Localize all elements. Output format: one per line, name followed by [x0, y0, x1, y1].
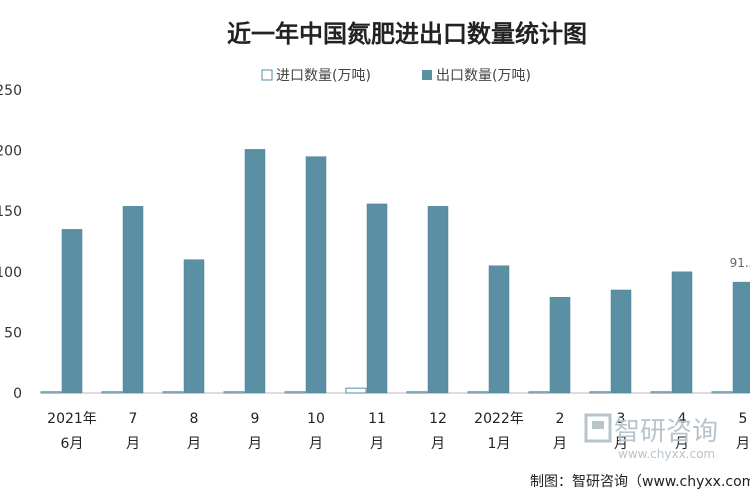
y-tick-label: 100	[0, 265, 22, 281]
x-tick-label: 5	[739, 411, 748, 427]
legend-label-export: 出口数量(万吨)	[436, 68, 531, 84]
legend-swatch-import	[261, 69, 273, 81]
x-tick-label: 12	[429, 411, 447, 427]
data-label: 91.5	[730, 256, 750, 270]
y-tick-label: 50	[4, 325, 22, 341]
x-tick-label: 月	[553, 436, 567, 452]
bar-import	[345, 387, 367, 394]
watermark-url: www.chyxx.com	[618, 447, 715, 461]
x-tick-label: 月	[187, 436, 201, 452]
x-tick-label: 月	[431, 436, 445, 452]
x-tick-label: 月	[126, 436, 140, 452]
y-tick-label: 200	[0, 144, 22, 160]
legend-label-import: 进口数量(万吨)	[276, 68, 371, 84]
bar-export	[366, 203, 388, 394]
source-note: 制图：智研咨询（www.chyxx.com）	[530, 474, 750, 490]
x-tick-label: 2	[556, 411, 565, 427]
bar-import	[406, 391, 428, 394]
chart-title: 近一年中国氮肥进出口数量统计图	[227, 19, 587, 48]
bar-import	[650, 391, 672, 394]
legend: 进口数量(万吨) 出口数量(万吨)	[261, 68, 531, 84]
legend-swatch-export	[422, 70, 432, 80]
bar-import	[528, 391, 550, 394]
y-axis: 250 200 150 100 50 0	[0, 83, 22, 402]
bar-export	[61, 229, 83, 394]
bar-export	[488, 265, 510, 394]
bar-export	[244, 149, 266, 394]
x-tick-label: 2021年	[47, 411, 97, 427]
bar-import	[162, 391, 184, 394]
y-tick-label: 0	[13, 386, 22, 402]
x-tick-label: 月	[309, 436, 323, 452]
x-tick-label: 9	[251, 411, 260, 427]
bar-export	[671, 271, 693, 394]
x-axis: 2021年 6月 7 月 8 月 9 月 10 月 11 月 12 月 2022年 1月 2 月 3 月 4 月 5 月	[47, 411, 750, 452]
bar-export	[427, 206, 449, 394]
chyxx-logo-icon	[584, 413, 612, 443]
bar-import	[40, 391, 62, 394]
x-tick-label: 8	[190, 411, 199, 427]
bar-import	[711, 391, 733, 394]
bar-import	[467, 391, 489, 394]
x-tick-label: 4	[678, 411, 687, 427]
watermark: 智研咨询 www.chyxx.com	[584, 413, 718, 461]
x-tick-label: 1月	[488, 436, 511, 452]
bar-import	[589, 391, 611, 394]
x-tick-label: 7	[129, 411, 138, 427]
bar-import	[223, 391, 245, 394]
bar-import	[101, 391, 123, 394]
data-labels: 91.5	[730, 256, 750, 270]
x-tick-label: 月	[370, 436, 384, 452]
x-tick-label: 11	[368, 411, 386, 427]
bars	[40, 149, 750, 394]
bar-export	[183, 259, 205, 394]
x-tick-label: 3	[617, 411, 626, 427]
bar-export	[732, 281, 750, 394]
x-tick-label: 月	[675, 436, 689, 452]
y-tick-label: 150	[0, 204, 22, 220]
bar-export	[122, 206, 144, 394]
bar-export	[305, 156, 327, 394]
y-tick-label: 250	[0, 83, 22, 99]
bar-export	[610, 289, 632, 394]
x-tick-label: 月	[736, 436, 750, 452]
x-tick-label: 10	[307, 411, 325, 427]
x-tick-label: 2022年	[474, 411, 524, 427]
x-tick-label: 月	[614, 436, 628, 452]
x-tick-label: 月	[248, 436, 262, 452]
bar-export	[549, 297, 571, 394]
watermark-brand: 智研咨询	[614, 417, 718, 447]
bar-import	[284, 391, 306, 394]
x-tick-label: 6月	[61, 436, 84, 452]
